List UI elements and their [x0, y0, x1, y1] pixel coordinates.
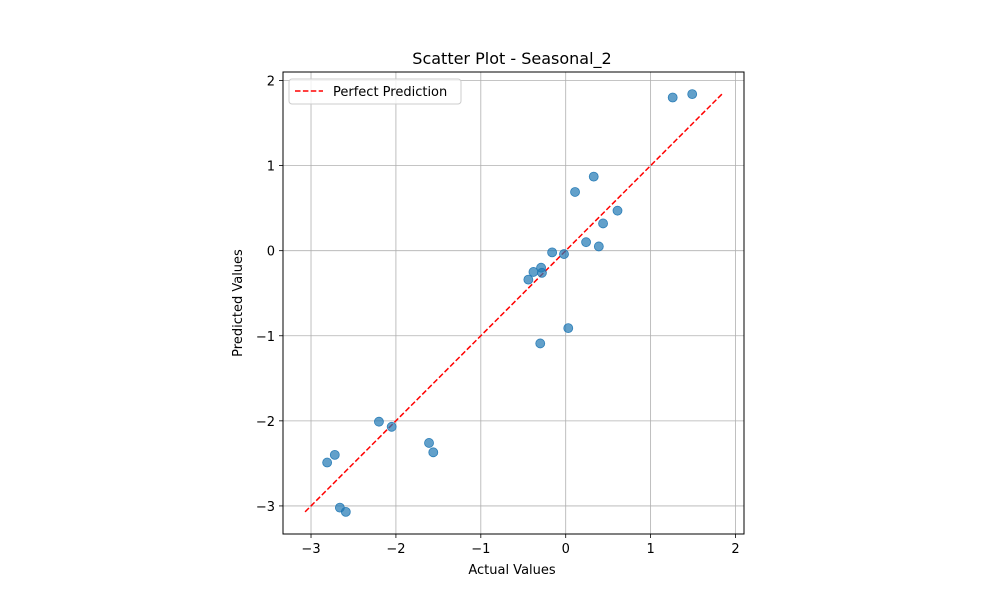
scatter-point	[667, 92, 678, 103]
y-tick-label: −3	[256, 500, 275, 515]
x-tick-label: 0	[562, 542, 570, 557]
scatter-point	[523, 274, 534, 285]
axis-ticks: −3 −2 −1 0 1 2 −3 −2 −1 0 1 2	[256, 75, 740, 557]
scatter-point	[547, 247, 558, 258]
scatter-point	[386, 421, 397, 432]
scatter-point	[322, 457, 333, 468]
scatter-point	[593, 241, 604, 252]
x-tick-label: 2	[731, 542, 739, 557]
scatter-point	[563, 323, 574, 333]
legend: Perfect Prediction	[288, 78, 462, 105]
y-tick-label: 2	[267, 75, 275, 90]
scatter-point	[428, 447, 439, 458]
scatter-point	[340, 506, 351, 517]
scatter-point	[612, 205, 623, 216]
x-tick-label: 1	[646, 542, 654, 557]
y-tick-label: −1	[256, 330, 275, 345]
reference-line-layer	[304, 93, 723, 513]
scatter-point	[374, 416, 384, 427]
scatter-point	[687, 89, 698, 100]
scatter-point	[581, 237, 591, 248]
y-axis-label: Predicted Values	[231, 249, 246, 357]
x-axis-label: Actual Values	[468, 563, 556, 578]
scatter-point	[588, 171, 599, 182]
axes-frame	[282, 71, 745, 535]
x-tick-label: −1	[471, 542, 490, 557]
scatter-point	[570, 187, 580, 197]
scatter-points	[322, 89, 698, 517]
x-tick-label: −3	[301, 542, 320, 557]
legend-box	[288, 78, 462, 105]
scatter-point	[537, 267, 547, 278]
perfect-prediction-line	[304, 93, 723, 513]
y-tick-label: 0	[267, 245, 275, 260]
y-tick-label: −2	[256, 415, 275, 430]
x-tick-label: −2	[386, 542, 405, 557]
scatter-point	[535, 338, 546, 349]
scatter-point	[559, 249, 569, 259]
y-tick-label: 1	[267, 160, 275, 175]
scatter-point	[598, 218, 608, 229]
chart-title: Scatter Plot - Seasonal_2	[412, 49, 611, 69]
legend-label-perfect-prediction: Perfect Prediction	[333, 85, 447, 100]
scatter-point	[424, 438, 434, 448]
scatter-point	[528, 267, 539, 277]
scatter-point	[329, 449, 340, 460]
